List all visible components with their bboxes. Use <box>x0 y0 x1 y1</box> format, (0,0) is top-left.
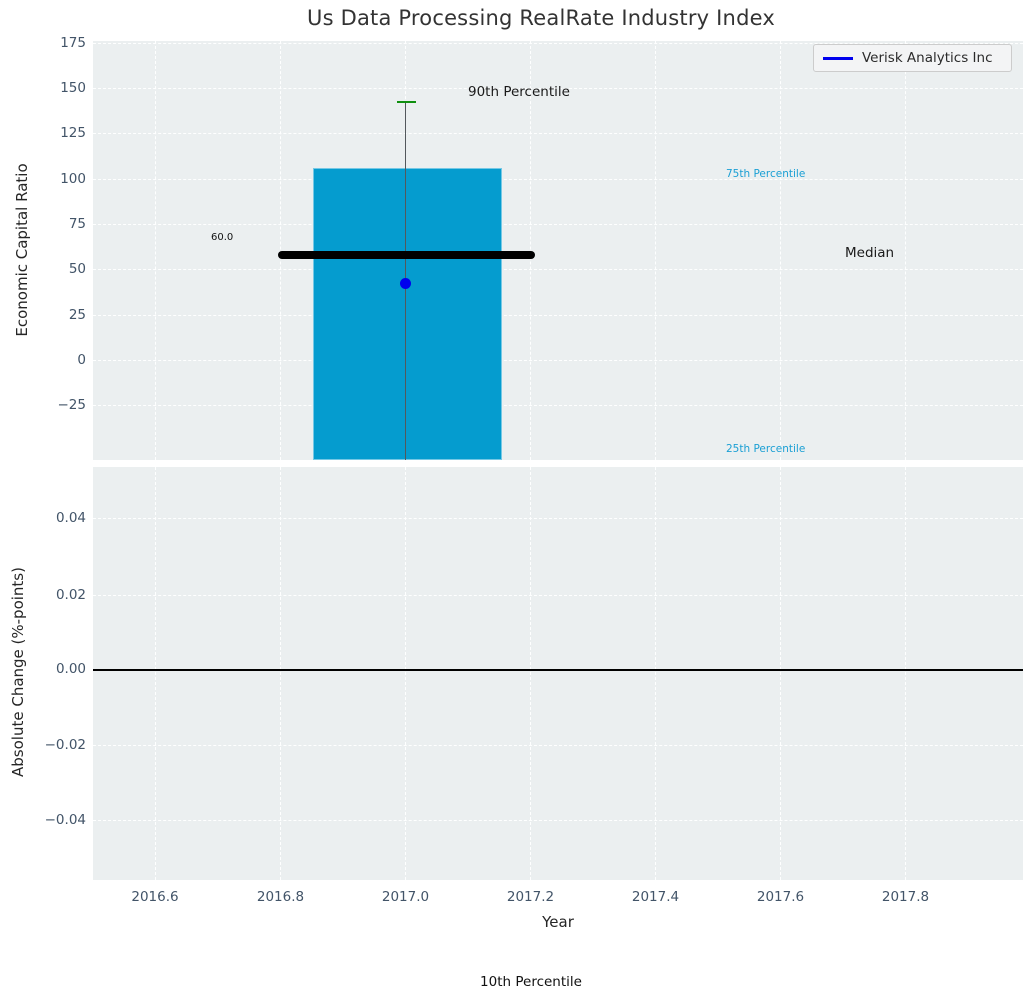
xtick-label: 2017.8 <box>881 889 930 905</box>
gridline <box>904 41 906 460</box>
annotation-25th-percentile: 25th Percentile <box>726 443 806 455</box>
ytick-label: 75 <box>68 216 86 232</box>
annotation-90th-percentile: 90th Percentile <box>468 84 570 100</box>
ytick-label: −25 <box>57 397 87 413</box>
chart-title: Us Data Processing RealRate Industry Ind… <box>307 6 775 30</box>
gridline <box>404 467 406 880</box>
gridline <box>529 41 531 460</box>
gridline <box>154 41 156 460</box>
p90-whisker-cap <box>397 100 416 104</box>
annotation-10th-percentile: 10th Percentile <box>480 974 582 990</box>
xtick-label: 2017.0 <box>381 889 430 905</box>
ytick-label: 50 <box>68 261 86 277</box>
gridline <box>93 518 1023 519</box>
gridline <box>779 467 781 880</box>
median-line <box>278 251 535 259</box>
ytick-label: 100 <box>60 171 86 187</box>
gridline <box>279 467 281 880</box>
gridline <box>93 405 1023 407</box>
gridline <box>93 178 1023 180</box>
xtick-label: 2017.4 <box>631 889 680 905</box>
legend-label: Verisk Analytics Inc <box>862 50 993 66</box>
xtick-label: 2016.8 <box>256 889 305 905</box>
ytick-label: 150 <box>60 80 86 96</box>
gridline <box>93 88 1023 89</box>
gridline <box>93 745 1023 746</box>
median-value-label: 60.0 <box>211 232 234 243</box>
ytick-label: −0.04 <box>44 812 86 828</box>
percentile-bar <box>313 168 502 460</box>
y-axis-label-top: Economic Capital Ratio <box>13 163 31 337</box>
legend-line-swatch <box>823 56 853 60</box>
gridline <box>654 467 656 880</box>
xtick-label: 2017.2 <box>506 889 555 905</box>
x-axis-label: Year <box>542 913 574 931</box>
gridline <box>93 820 1023 821</box>
gridline <box>93 43 1023 44</box>
ytick-label: 125 <box>60 125 86 141</box>
annotation-median: Median <box>845 245 895 261</box>
gridline <box>529 467 531 880</box>
gridline <box>154 467 156 880</box>
ytick-label: 25 <box>68 307 86 323</box>
ytick-label: 0 <box>77 352 86 368</box>
legend-box: Verisk Analytics Inc <box>813 44 1012 72</box>
ytick-label: 0.00 <box>55 661 86 677</box>
ytick-label: 0.02 <box>55 587 86 603</box>
gridline <box>93 314 1023 316</box>
bottom-subplot <box>93 467 1023 880</box>
gridline <box>93 224 1023 225</box>
gridline <box>654 41 656 460</box>
ytick-label: 175 <box>60 35 86 51</box>
zero-line <box>93 669 1023 671</box>
top-subplot: 90th Percentile 75th Percentile Median 2… <box>93 41 1023 460</box>
gridline <box>93 133 1023 135</box>
gridline <box>93 269 1023 271</box>
ytick-label: −0.02 <box>44 737 86 753</box>
xtick-label: 2016.6 <box>131 889 179 905</box>
company-point-marker <box>400 277 411 289</box>
ytick-label: 0.04 <box>55 510 86 526</box>
gridline <box>904 467 906 880</box>
gridline <box>779 41 781 460</box>
gridline <box>279 41 281 460</box>
gridline <box>93 360 1023 361</box>
gridline <box>93 595 1023 596</box>
y-axis-label-bottom: Absolute Change (%-points) <box>9 567 27 777</box>
annotation-75th-percentile: 75th Percentile <box>726 168 806 180</box>
xtick-label: 2017.6 <box>756 889 805 905</box>
